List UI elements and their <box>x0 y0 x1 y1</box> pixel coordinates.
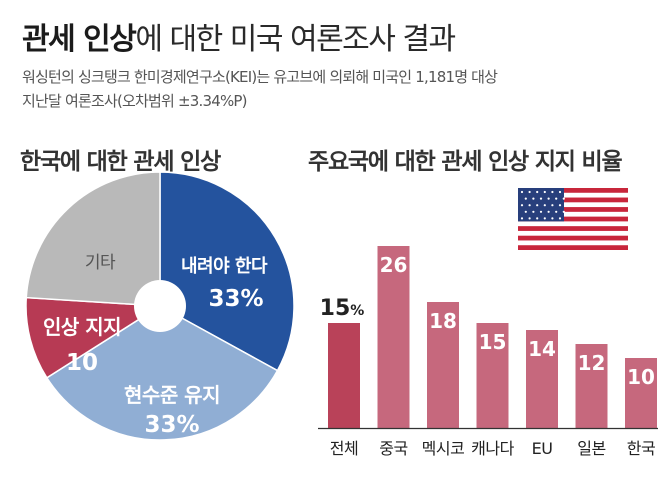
bar-category-2: 중국 <box>379 439 407 458</box>
pie-value-1: 33% <box>208 286 263 312</box>
bar-5 <box>526 330 558 428</box>
bar-7 <box>625 358 657 428</box>
bar-chart: 15% 전체 26 중국 18 멕시코 15 캐나다 14 EU 12 일본 10 한국 <box>318 188 658 458</box>
pie-label-1: 내려야 한다 <box>181 256 268 277</box>
bar-category-5: EU <box>532 439 553 458</box>
bar-value-1: 15% <box>320 296 365 321</box>
bar-category-1: 전체 <box>330 439 358 458</box>
pie-slice-3 <box>25 296 163 379</box>
us-flag-icon <box>518 188 628 250</box>
bar-3 <box>427 302 459 428</box>
bar-category-3: 멕시코 <box>422 439 465 458</box>
pie-center-hole <box>134 280 186 332</box>
bar-chart-title: 주요국에 대한 관세 인상 지지 비율 <box>308 149 623 175</box>
pie-slice-1 <box>159 171 295 372</box>
subtitle-line-2: 지난달 여론조사(오차범위 ±3.34%P) <box>22 92 248 110</box>
bar-category-6: 일본 <box>577 439 605 458</box>
bar-value-3: 18 <box>429 309 457 333</box>
pie-label-2: 현수준 유지 <box>124 383 220 407</box>
bar-category-4: 캐나다 <box>471 439 514 458</box>
bar-1 <box>328 323 360 428</box>
pie-label-3: 인상 지지 <box>43 315 121 339</box>
pie-slice-2 <box>45 305 279 441</box>
pie-chart: 내려야 한다 33% 현수준 유지 33% 인상 지지 10 기타 <box>25 171 295 441</box>
pie-label-4: 기타 <box>85 253 116 273</box>
bar-6 <box>575 344 608 428</box>
bar-value-6: 12 <box>578 351 606 375</box>
page-title: 관세 인상에 대한 미국 여론조사 결과 <box>22 14 456 58</box>
pie-value-2: 33% <box>144 412 199 438</box>
pie-value-3: 10 <box>66 350 98 376</box>
bar-4 <box>476 323 509 428</box>
title-rest: 에 대한 미국 여론조사 결과 <box>135 22 456 57</box>
pie-slice-4 <box>25 171 161 307</box>
bar-value-7: 10 <box>627 365 655 389</box>
bar-category-7: 한국 <box>627 439 655 458</box>
bar-value-2: 26 <box>380 253 408 277</box>
subtitle-line-1: 워싱턴의 싱크탱크 한미경제연구소(KEI)는 유고브에 의뢰해 미국인 1,1… <box>22 68 498 86</box>
pie-chart-title: 한국에 대한 관세 인상 <box>20 149 221 175</box>
bar-2 <box>377 246 410 428</box>
bar-value-4: 15 <box>479 330 507 354</box>
title-bold: 관세 인상 <box>22 22 137 57</box>
bar-value-5: 14 <box>528 337 556 361</box>
